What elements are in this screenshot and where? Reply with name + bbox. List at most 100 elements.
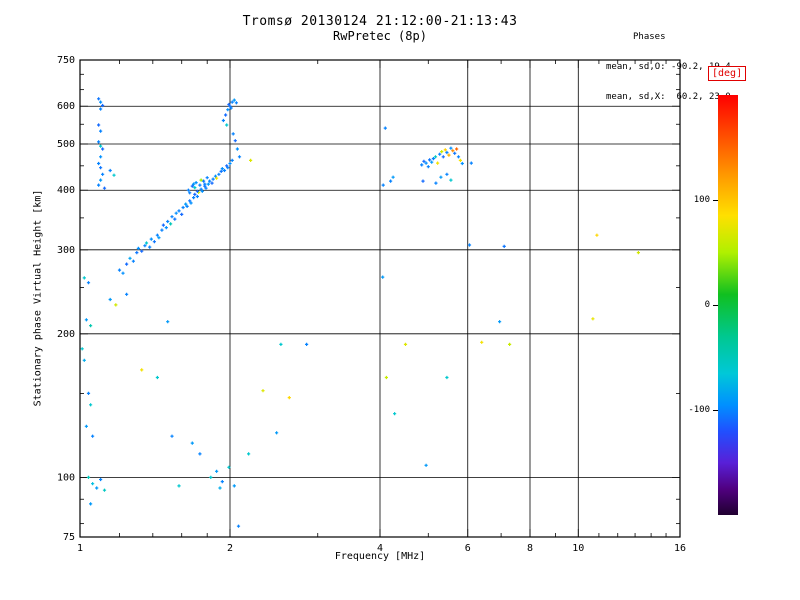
scatter-point: [99, 178, 103, 182]
scatter-point: [169, 222, 173, 226]
scatter-point: [247, 452, 251, 456]
colorbar: [718, 95, 738, 515]
scatter-point: [230, 158, 234, 162]
x-tick-label: 2: [227, 543, 233, 554]
scatter-point: [101, 103, 105, 108]
scatter-point: [460, 161, 464, 166]
scatter-point: [225, 123, 229, 127]
scatter-point: [430, 160, 434, 164]
scatter-point: [234, 101, 238, 105]
scatter-point: [227, 102, 231, 107]
scatter-point: [424, 161, 428, 165]
scatter-point: [180, 212, 184, 216]
scatter-point: [99, 129, 103, 133]
scatter-point: [210, 181, 214, 185]
x-axis-label: Frequency [MHz]: [334, 551, 426, 562]
scatter-point: [108, 168, 112, 173]
scatter-point: [114, 303, 118, 307]
scatter-point: [445, 150, 449, 155]
scatter-point: [235, 147, 239, 151]
scatter-point: [215, 176, 219, 180]
scatter-point: [456, 155, 461, 159]
scatter-point: [193, 192, 197, 196]
x-tick-label: 1: [77, 543, 83, 554]
scatter-point: [232, 484, 236, 488]
colorbar-tick-mark: [713, 410, 718, 411]
y-tick-label: 75: [63, 532, 75, 543]
scatter-point: [447, 153, 451, 157]
scatter-point: [170, 434, 174, 438]
scatter-point: [508, 342, 512, 346]
scatter-point: [177, 209, 181, 213]
scatter-point: [97, 97, 101, 101]
scatter-point: [421, 179, 425, 183]
scatter-point: [192, 182, 196, 186]
scatter-point: [215, 469, 219, 473]
scatter-point: [219, 169, 223, 173]
scatter-point: [231, 132, 235, 136]
y-tick-label: 100: [57, 472, 75, 483]
scatter-point: [222, 168, 227, 173]
scatter-point: [193, 186, 197, 190]
y-tick-label: 500: [57, 139, 75, 150]
scatter-point: [192, 196, 196, 200]
scatter-point: [97, 161, 101, 166]
scatter-point: [84, 424, 88, 428]
scatter-point: [164, 226, 168, 230]
scatter-point: [190, 184, 194, 188]
scatter-point: [99, 107, 103, 111]
scatter-point: [443, 148, 447, 152]
scatter-point: [393, 412, 397, 416]
scatter-point: [101, 147, 105, 151]
scatter-point: [99, 166, 103, 170]
scatter-point: [135, 251, 139, 255]
scatter-point: [174, 211, 178, 215]
scatter-point: [204, 186, 208, 190]
y-tick-label: 300: [57, 245, 75, 256]
scatter-point: [186, 188, 190, 192]
scatter-point: [420, 163, 424, 167]
scatter-point: [228, 161, 232, 166]
scatter-point: [155, 233, 159, 237]
scatter-point: [99, 155, 103, 159]
scatter-point: [469, 161, 473, 165]
scatter-point: [445, 375, 449, 380]
scatter-point: [436, 161, 440, 165]
scatter-point: [458, 158, 462, 162]
plot-title: Tromsø 20130124 21:12:00-21:13:43: [242, 14, 518, 29]
scatter-point: [384, 375, 388, 380]
scatter-point: [498, 320, 502, 324]
scatter-point: [181, 205, 185, 210]
y-tick-label: 200: [57, 329, 75, 340]
scatter-point: [455, 147, 459, 151]
scatter-point: [136, 246, 140, 250]
scatter-point: [102, 186, 107, 190]
scatter-point: [198, 452, 202, 456]
x-tick-label: 16: [674, 543, 686, 554]
scatter-point: [91, 482, 95, 486]
scatter-point: [422, 159, 426, 163]
scatter-point: [184, 202, 188, 206]
scatter-point: [97, 140, 101, 144]
scatter-point: [99, 477, 103, 482]
y-tick-label: 600: [57, 101, 75, 112]
colorbar-tick-label: 100: [693, 195, 710, 205]
scatter-point: [389, 179, 393, 183]
scatter-point: [438, 152, 442, 156]
scatter-point: [287, 396, 291, 400]
scatter-point: [467, 243, 472, 247]
colorbar-tick-label: 0: [704, 300, 710, 310]
scatter-point: [433, 155, 438, 159]
scatter-point: [82, 276, 86, 280]
colorbar-panel: [deg] 100 0 -100: [688, 60, 800, 540]
scatter-point: [230, 100, 234, 104]
scatter-point: [439, 175, 443, 179]
scatter-point: [403, 342, 408, 346]
scatter-point: [101, 172, 105, 176]
scatter-point: [441, 155, 445, 159]
scatter-point: [202, 179, 206, 183]
scatter-point: [189, 201, 193, 205]
scatter-point: [198, 183, 202, 187]
scatter-point: [445, 172, 449, 176]
